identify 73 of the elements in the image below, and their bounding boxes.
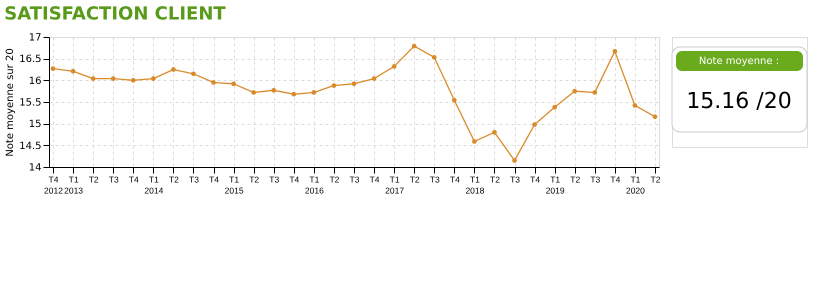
- y-tick-label: 14.5: [19, 140, 42, 152]
- x-tick-label: T1 2013: [64, 174, 84, 196]
- x-tick-label: T4: [209, 174, 220, 184]
- x-tick-label: T3: [430, 174, 440, 184]
- point: [150, 76, 156, 81]
- y-tick-label: 17: [28, 32, 42, 44]
- x-tick-label: T4: [530, 174, 540, 184]
- x-tick-label: T2: [329, 174, 340, 184]
- point: [312, 90, 316, 95]
- x-tick-label: T4: [610, 174, 621, 184]
- point: [130, 78, 136, 83]
- x-tick-label: T1 2016: [304, 174, 324, 196]
- point: [552, 104, 558, 110]
- x-tick-label: T3: [350, 174, 360, 184]
- x-tick-label: T3: [510, 174, 520, 184]
- x-tick-label: T4: [128, 174, 140, 184]
- x-tick-label: T4: [289, 174, 300, 184]
- x-tick-label: T4 2012: [44, 174, 64, 196]
- y-tick-label: 14: [28, 162, 42, 174]
- x-tick-label: T2: [88, 174, 99, 184]
- y-tick-label: 15: [28, 119, 42, 130]
- point: [50, 66, 56, 71]
- x-tick-label: T3: [189, 174, 200, 184]
- x-tick-label: T2: [650, 174, 661, 184]
- point: [271, 88, 276, 93]
- y-tick-label: 15.5: [19, 98, 42, 108]
- point: [110, 76, 116, 81]
- point: [492, 130, 497, 135]
- point: [231, 81, 236, 86]
- x-tick-label: T1 2020: [626, 174, 646, 196]
- x-tick-label: T2: [168, 174, 180, 184]
- x-tick-label: T2: [249, 174, 260, 184]
- x-tick-label: T3: [108, 174, 119, 184]
- y-tick-label: 16: [28, 76, 42, 87]
- point: [291, 92, 296, 97]
- x-tick-label: T2: [410, 174, 420, 184]
- x-tick-label: T3: [269, 174, 280, 184]
- point: [332, 83, 336, 88]
- x-tick-label: T2: [570, 174, 580, 184]
- x-tick-label: T1 2015: [224, 174, 244, 196]
- point: [632, 103, 638, 108]
- point: [171, 67, 176, 72]
- y-tick-label: 16.5: [19, 54, 42, 66]
- point: [412, 44, 417, 48]
- point: [432, 55, 437, 60]
- point: [372, 76, 376, 81]
- x-tick-label: T2: [490, 174, 500, 184]
- x-tick-label: T1 2014: [144, 174, 164, 196]
- y-axis-title: Note moyenne sur 20: [5, 48, 16, 157]
- point: [251, 90, 256, 95]
- chart-title: SATISFACTION CLIENT: [4, 4, 226, 24]
- point: [352, 81, 356, 86]
- x-tick-label: T3: [590, 174, 601, 184]
- point: [90, 76, 96, 81]
- x-tick-label: T1 2018: [465, 174, 485, 196]
- point: [191, 71, 196, 76]
- point: [652, 114, 658, 120]
- text: Note moyenne :: [698, 56, 780, 67]
- point: [392, 64, 396, 69]
- point: [512, 158, 517, 163]
- point: [532, 122, 537, 127]
- point: [452, 98, 457, 103]
- point: [70, 68, 76, 74]
- point: [572, 88, 578, 94]
- text: 15.16 /20: [686, 89, 792, 114]
- point: [592, 90, 598, 95]
- point: [612, 48, 618, 54]
- x-tick-label: T1 2019: [546, 174, 565, 196]
- point: [472, 139, 477, 144]
- x-tick-label: T4: [370, 174, 380, 184]
- point: [211, 80, 216, 85]
- x-tick-label: T4: [450, 174, 460, 184]
- x-tick-label: T1 2017: [385, 174, 404, 196]
